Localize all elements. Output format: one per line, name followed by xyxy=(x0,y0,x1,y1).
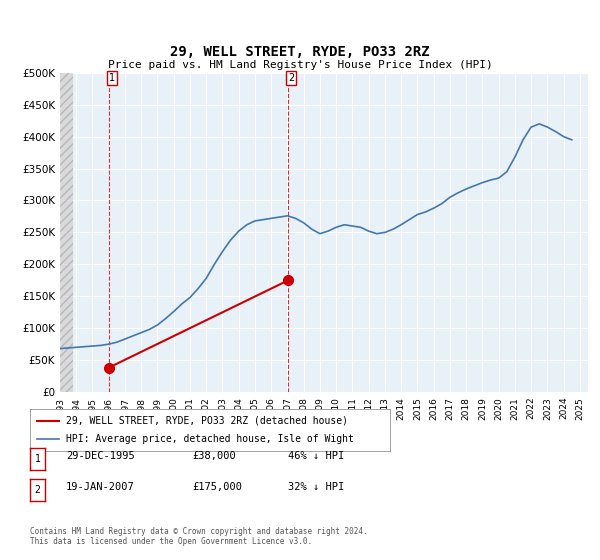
Text: £38,000: £38,000 xyxy=(192,451,236,461)
Text: 32% ↓ HPI: 32% ↓ HPI xyxy=(288,482,344,492)
Text: 1: 1 xyxy=(109,73,115,83)
Text: 19-JAN-2007: 19-JAN-2007 xyxy=(66,482,135,492)
Text: 29-DEC-1995: 29-DEC-1995 xyxy=(66,451,135,461)
Text: 2: 2 xyxy=(35,485,40,495)
Text: HPI: Average price, detached house, Isle of Wight: HPI: Average price, detached house, Isle… xyxy=(66,434,354,444)
Text: £175,000: £175,000 xyxy=(192,482,242,492)
Text: 29, WELL STREET, RYDE, PO33 2RZ (detached house): 29, WELL STREET, RYDE, PO33 2RZ (detache… xyxy=(66,416,348,426)
Text: 1: 1 xyxy=(35,454,40,464)
Text: 2: 2 xyxy=(288,73,295,83)
Text: 46% ↓ HPI: 46% ↓ HPI xyxy=(288,451,344,461)
Text: Contains HM Land Registry data © Crown copyright and database right 2024.
This d: Contains HM Land Registry data © Crown c… xyxy=(30,526,368,546)
Text: 29, WELL STREET, RYDE, PO33 2RZ: 29, WELL STREET, RYDE, PO33 2RZ xyxy=(170,45,430,59)
Text: Price paid vs. HM Land Registry's House Price Index (HPI): Price paid vs. HM Land Registry's House … xyxy=(107,60,493,70)
